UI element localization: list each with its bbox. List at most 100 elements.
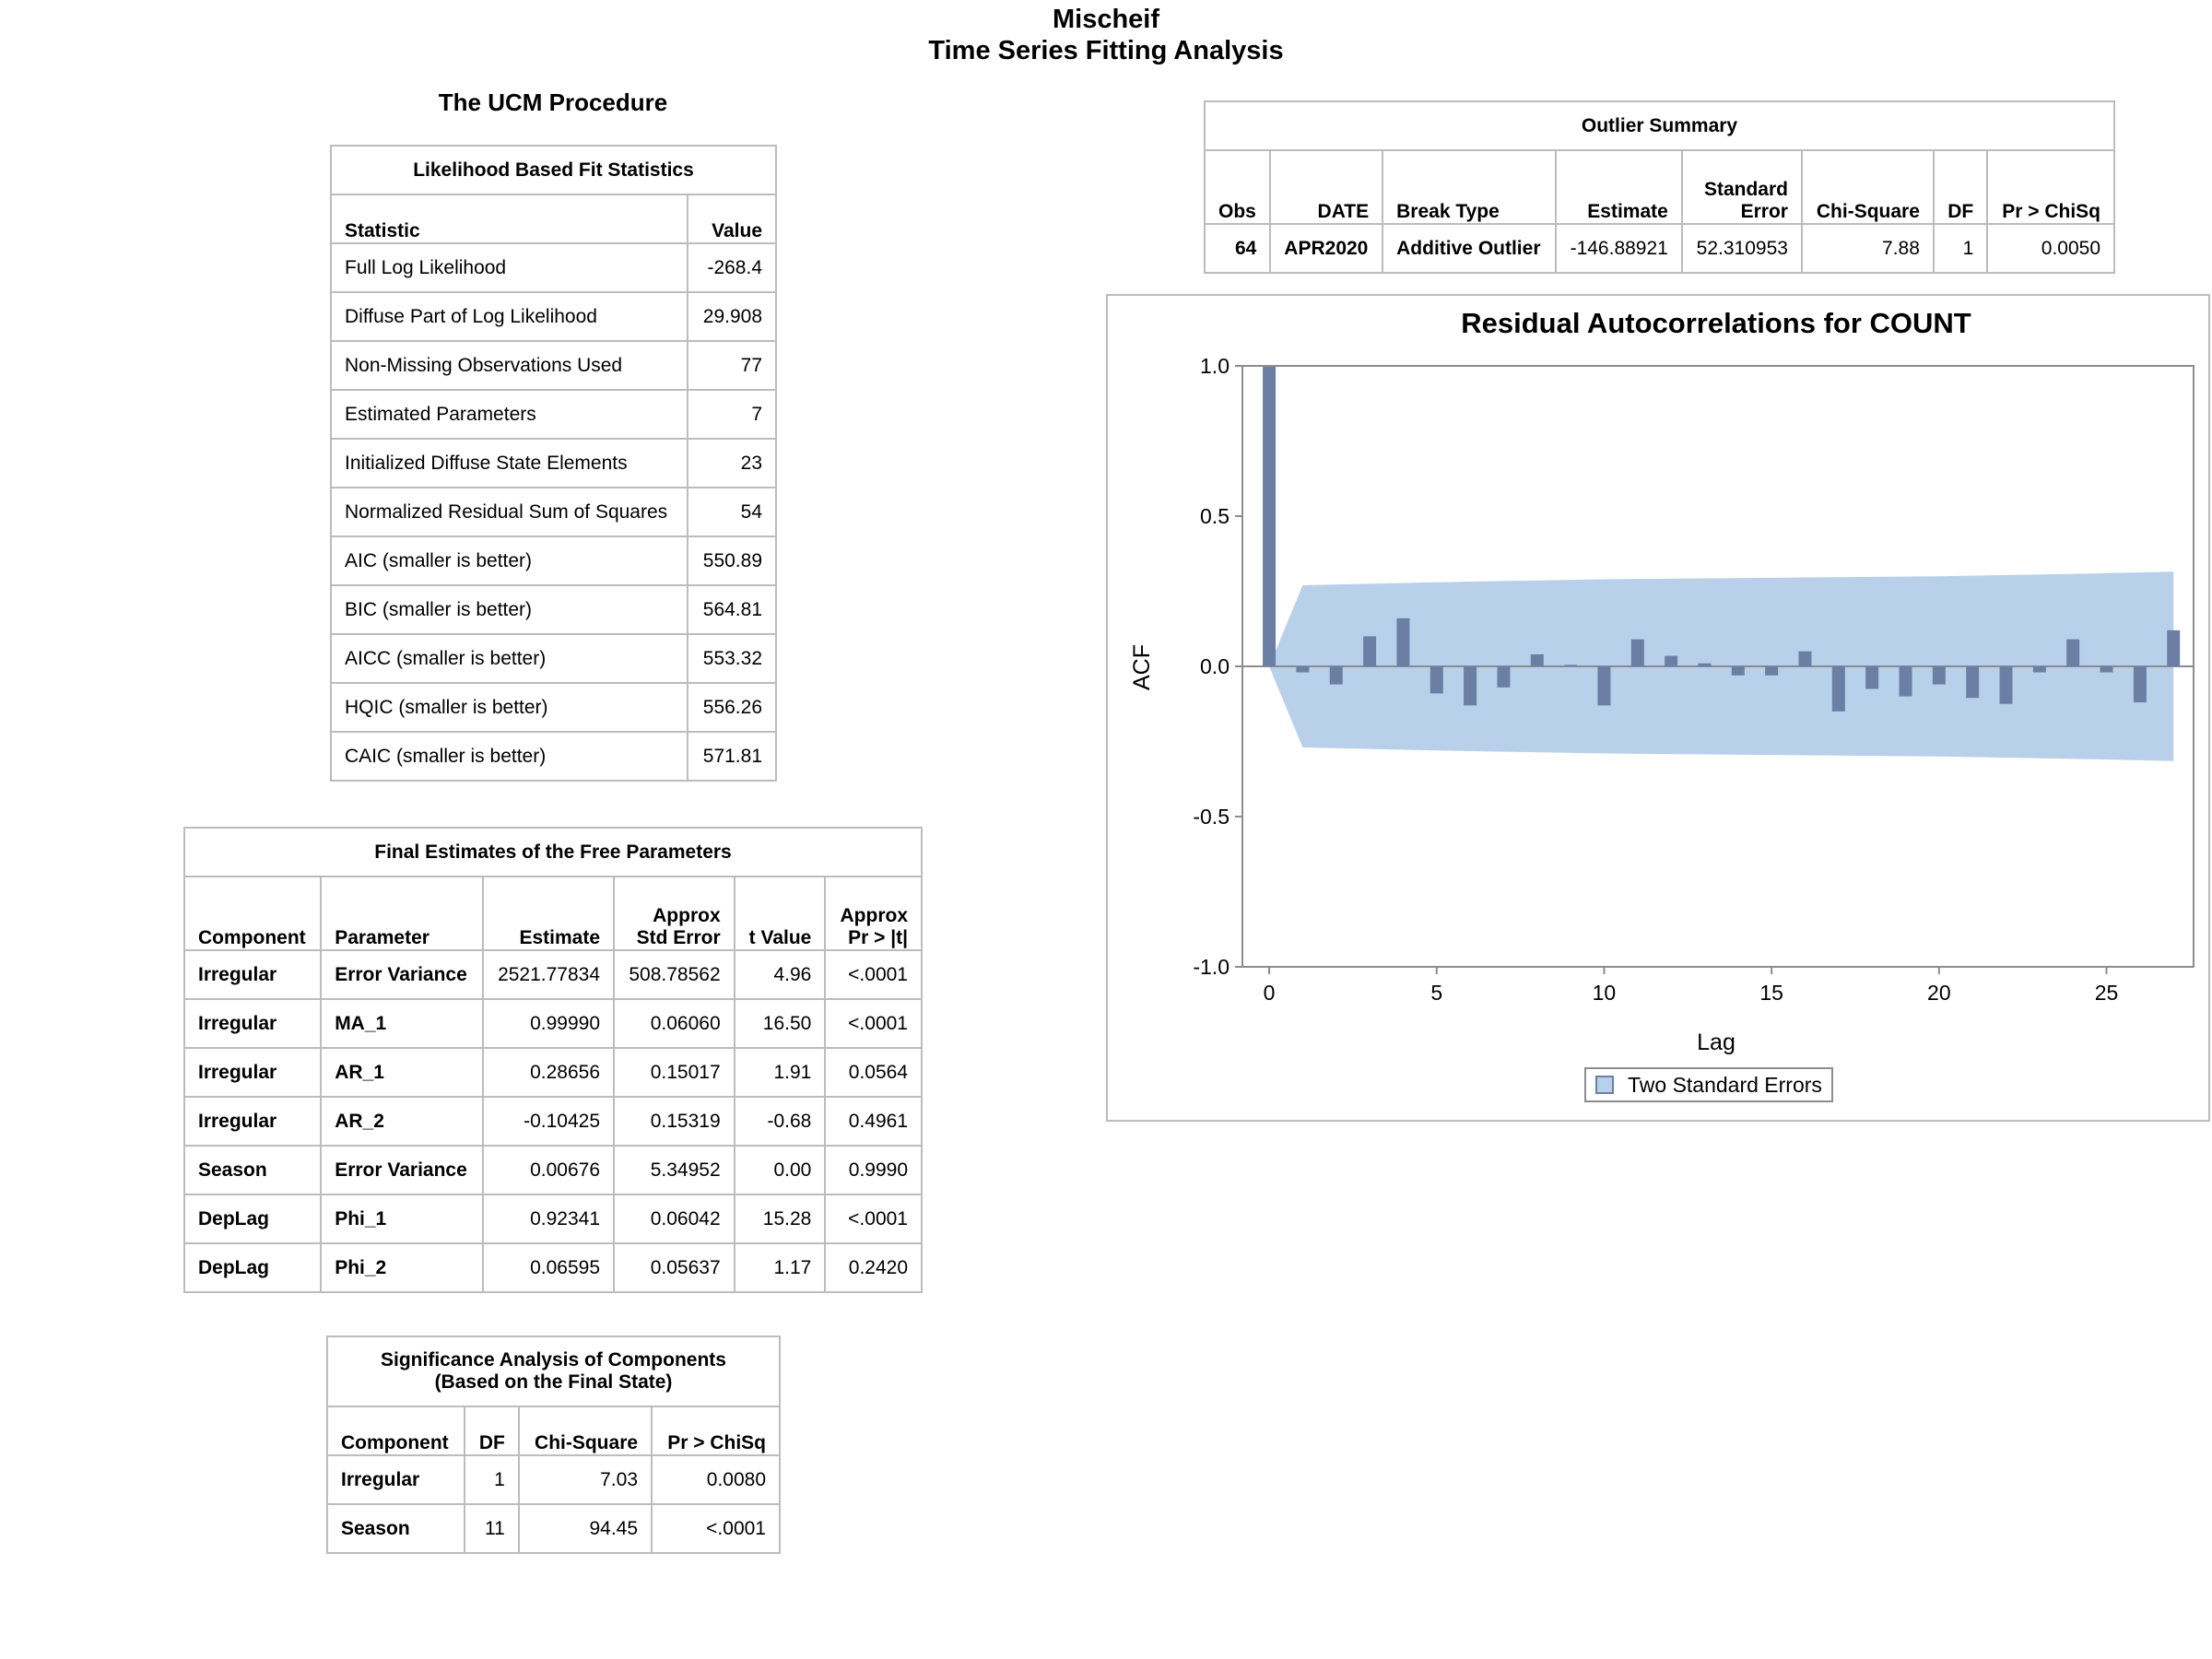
column-header-line: Error [1740, 201, 1788, 222]
acf-bar [2133, 666, 2147, 703]
column-header: Approx Std Error [613, 876, 735, 951]
statistic-value: 7 [687, 389, 777, 440]
acf-bar [1665, 655, 1678, 666]
statistic-name: Full Log Likelihood [329, 242, 689, 293]
acf-bar [1464, 666, 1477, 706]
table-row: Irregular MA_1 0.99990 0.06060 16.50 <.0001 [182, 998, 923, 1049]
acf-bar [1363, 636, 1377, 666]
table-cell: 0.28656 [481, 1047, 616, 1098]
table-cell: AR_2 [320, 1096, 484, 1147]
column-header: DF [1932, 149, 1989, 225]
table-cell: Irregular [326, 1454, 465, 1505]
acf-bar [1899, 666, 1912, 697]
column-header-line: Std Error [636, 927, 721, 948]
table-cell: -146.88921 [1554, 223, 1683, 274]
table-cell: 1.91 [733, 1047, 827, 1098]
significance-caption: Significance Analysis of Components (Bas… [326, 1335, 781, 1407]
column-header: DF [463, 1406, 520, 1456]
acf-bar [1798, 651, 1812, 666]
table-row: DepLag Phi_2 0.06595 0.05637 1.17 0.2420 [182, 1242, 923, 1293]
column-header: Component [182, 876, 323, 951]
table-cell: Irregular [182, 1096, 323, 1147]
page-title: Mischeif [1052, 5, 1160, 34]
table-cell: 64 [1203, 223, 1272, 274]
column-header: Pr > ChiSq [1986, 149, 2115, 225]
table-cell: 0.06042 [613, 1194, 735, 1244]
table-cell: 508.78562 [613, 949, 735, 1000]
table-row: Full Log Likelihood -268.4 [329, 242, 777, 293]
statistic-name: CAIC (smaller is better) [329, 731, 689, 782]
table-cell: MA_1 [320, 998, 484, 1049]
acf-bar [1530, 653, 1544, 666]
table-cell: Irregular [182, 949, 323, 1000]
table-row: Irregular AR_2 -0.10425 0.15319 -0.68 0.4961 [182, 1096, 923, 1147]
column-header-line: Component [198, 927, 306, 948]
statistic-name: Normalized Residual Sum of Squares [329, 487, 689, 537]
table-row: Season Error Variance 0.00676 5.34952 0.00 0.… [182, 1145, 923, 1195]
statistic-name: HQIC (smaller is better) [329, 682, 689, 733]
table-cell: -0.10425 [481, 1096, 616, 1147]
acf-bar [2167, 629, 2181, 666]
table-row: BIC (smaller is better) 564.81 [329, 584, 777, 635]
table-cell: 7.03 [517, 1454, 653, 1505]
column-header-line: DATE [1317, 201, 1370, 222]
table-cell: 0.2420 [824, 1242, 923, 1293]
legend-label: Two Standard Errors [1628, 1073, 1822, 1097]
table-cell: 0.06060 [613, 998, 735, 1049]
column-header: Statistic [329, 194, 689, 244]
table-cell: 15.28 [733, 1194, 827, 1244]
statistic-name: Initialized Diffuse State Elements [329, 438, 689, 488]
table-cell: Error Variance [320, 949, 484, 1000]
acf-bar [1630, 639, 1644, 666]
acf-bar [1765, 666, 1779, 676]
table-cell: 0.00 [733, 1145, 827, 1195]
column-header-line: DF [1947, 201, 1974, 222]
table-cell: 0.15017 [613, 1047, 735, 1098]
x-tick-label: 25 [2095, 981, 2119, 1005]
table-cell: 0.4961 [824, 1096, 923, 1147]
column-header-line: Chi-Square [1816, 201, 1920, 222]
table-cell: 1 [1932, 223, 1989, 274]
column-header: Chi-Square [517, 1406, 653, 1456]
statistic-value: 553.32 [687, 633, 777, 684]
statistic-name: AIC (smaller is better) [329, 535, 689, 586]
table-cell: 1.17 [733, 1242, 827, 1293]
column-header: Pr > ChiSq [651, 1406, 781, 1456]
statistic-name: Diffuse Part of Log Likelihood [329, 291, 689, 342]
column-header-line: Pr > ChiSq [2002, 201, 2100, 222]
column-header: Parameter [320, 876, 484, 951]
column-header: Chi-Square [1800, 149, 1935, 225]
table-cell: Irregular [182, 1047, 323, 1098]
x-axis-label: Lag [1697, 1030, 1735, 1055]
column-header-line: Parameter [335, 927, 429, 948]
y-tick-label: 1.0 [1200, 354, 1230, 378]
x-tick-label: 5 [1430, 981, 1442, 1005]
acf-bar [1831, 666, 1845, 712]
legend-swatch [1595, 1076, 1614, 1094]
table-cell: 0.05637 [613, 1242, 735, 1293]
acf-bar [1698, 663, 1712, 666]
acf-bar [1430, 666, 1443, 694]
table-cell: Season [326, 1503, 465, 1554]
table-cell: <.0001 [651, 1503, 781, 1554]
statistic-value: 571.81 [687, 731, 777, 782]
table-cell: 11 [463, 1503, 520, 1554]
statistic-value: 77 [687, 340, 777, 391]
table-cell: Additive Outlier [1382, 223, 1557, 274]
chart-title: Residual Autocorrelations for COUNT [1461, 307, 1971, 339]
table-cell: 0.0080 [651, 1454, 781, 1505]
table-cell: 0.99990 [481, 998, 616, 1049]
chart-legend: Two Standard Errors [1584, 1067, 1833, 1102]
table-row: CAIC (smaller is better) 571.81 [329, 731, 777, 782]
final-estimates-caption: Final Estimates of the Free Parameters [183, 827, 923, 877]
significance-table: Significance Analysis of Components (Bas… [326, 1335, 781, 1554]
fit-statistics-table: Likelihood Based Fit Statistics Statisti… [329, 145, 777, 782]
legend-border [1584, 1067, 1833, 1102]
table-cell: Phi_1 [320, 1194, 484, 1244]
y-axis-label: ACF [1129, 644, 1155, 690]
acf-chart-panel: Residual Autocorrelations for COUNT ACF … [1106, 294, 2210, 1122]
column-header-line: Estimate [1587, 201, 1668, 222]
procedure-title: The UCM Procedure [438, 88, 668, 116]
outlier-summary-table: Outlier Summary Obs DATE Break Type Estimat… [1203, 100, 2115, 274]
column-header: Estimate [481, 876, 616, 951]
